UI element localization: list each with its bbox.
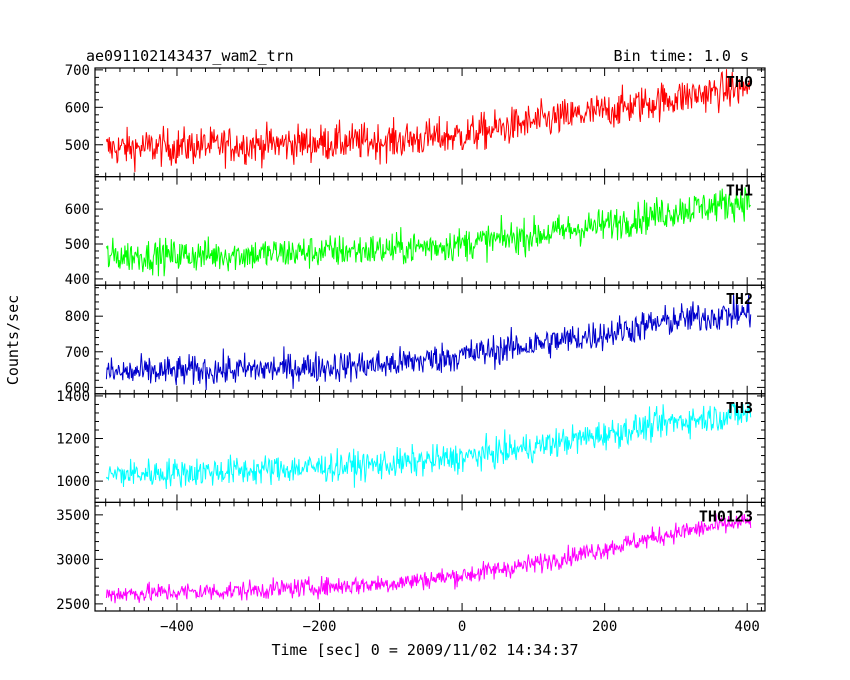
series-line-th1 — [105, 187, 751, 277]
series-line-th0123 — [105, 513, 752, 604]
panel-th0: 500 600 700 TH0 — [65, 63, 766, 178]
y-tick-label: 600 — [65, 202, 90, 218]
chart-title: ae091102143437_wam2_trn — [86, 47, 294, 65]
panel-th2: 600 700 800 TH2 — [65, 284, 766, 396]
y-tick-label: 600 — [65, 100, 90, 116]
bin-time-label: Bin time: 1.0 s — [614, 47, 749, 65]
panel-label-th0123: TH0123 — [699, 507, 753, 525]
panel-th1: 400 500 600 TH1 — [65, 176, 766, 288]
y-tick-label: 700 — [65, 63, 90, 79]
y-tick-label: 3000 — [56, 552, 90, 568]
panel-frame — [94, 501, 766, 612]
y-tick-label: 400 — [65, 272, 90, 288]
x-tick-label: −200 — [303, 619, 337, 635]
x-axis-label: Time [sec] 0 = 2009/11/02 14:34:37 — [271, 641, 578, 659]
y-tick-label: 500 — [65, 138, 90, 154]
panel-th3: 1000 1200 1400 TH3 — [56, 389, 766, 503]
y-axis-label: Counts/sec — [4, 295, 22, 385]
panel-frame — [94, 176, 766, 286]
panel-label-th3: TH3 — [726, 399, 753, 417]
panel-label-th1: TH1 — [726, 182, 753, 200]
panel-frame — [94, 284, 766, 395]
x-tick-label: 400 — [735, 619, 760, 635]
y-tick-label: 1000 — [56, 474, 90, 490]
x-tick-label: 200 — [592, 619, 617, 635]
y-tick-label: 800 — [65, 309, 90, 325]
y-tick-label: 3500 — [56, 508, 90, 524]
panel-frame — [94, 393, 766, 503]
panels-group: 500 600 700 TH0 400 500 600 TH1 600 700 800 TH2 1000… — [56, 63, 766, 635]
y-tick-label: 700 — [65, 345, 90, 361]
x-tick-label: −400 — [160, 619, 194, 635]
panel-th0123: 2500 3000 3500 TH0123 — [56, 501, 766, 613]
y-tick-label: 500 — [65, 237, 90, 253]
series-line-th3 — [105, 403, 752, 490]
series-line-th2 — [105, 293, 752, 391]
x-tick-label: 0 — [458, 619, 466, 635]
y-tick-label: 1400 — [56, 389, 90, 405]
y-tick-label: 600 — [65, 380, 90, 396]
series-line-th0 — [105, 69, 752, 173]
y-tick-label: 2500 — [56, 597, 90, 613]
panel-label-th2: TH2 — [726, 290, 753, 308]
y-tick-label: 1200 — [56, 432, 90, 448]
panel-label-th0: TH0 — [726, 73, 753, 91]
